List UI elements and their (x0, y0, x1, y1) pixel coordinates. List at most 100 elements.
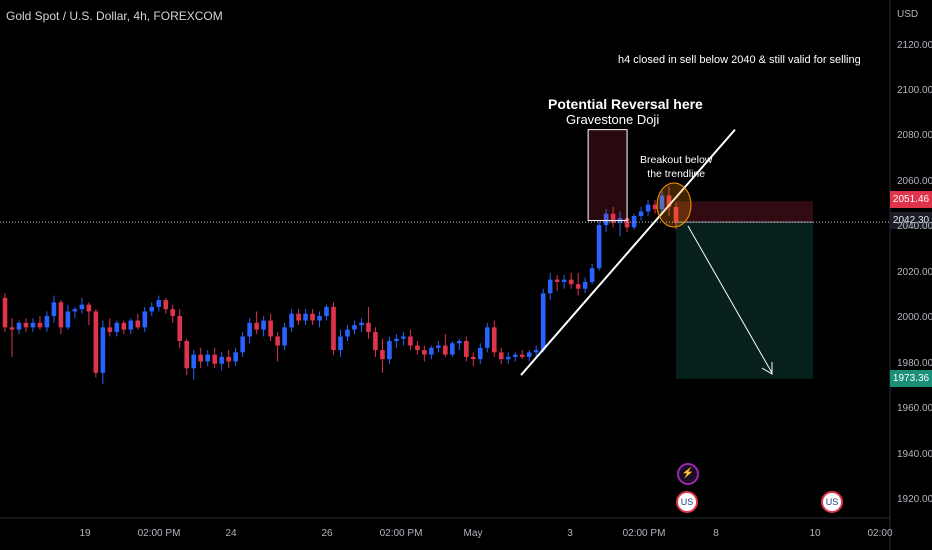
currency-label: USD (897, 9, 919, 20)
doji-highlight-box (587, 129, 628, 222)
price-tag-current: 2042.30 (890, 212, 932, 229)
y-tick-label: 1920.00 (897, 494, 932, 506)
candle-body (450, 343, 455, 355)
y-tick-label: 2060.00 (897, 175, 932, 187)
y-tick-label: 2120.00 (897, 39, 932, 51)
y-tick-label: 2000.00 (897, 312, 932, 324)
x-tick-label: 10 (809, 528, 821, 539)
candle-body (317, 316, 322, 321)
take-profit-zone (676, 222, 813, 379)
us-flag-icon[interactable]: US (821, 491, 843, 513)
candle-body (568, 279, 574, 285)
projection-arrow-line (687, 225, 773, 374)
y-tick-label: 2080.00 (897, 130, 932, 142)
breakout-circle (656, 182, 692, 228)
candle-body (23, 322, 29, 328)
y-tick-label: 1940.00 (897, 448, 932, 460)
candle-body (457, 341, 462, 344)
candle-body (107, 327, 113, 332)
candle-body (149, 306, 155, 312)
candle-body (135, 320, 141, 328)
x-tick-label: 3 (567, 528, 573, 539)
candle-body (484, 327, 490, 348)
us-flag-icon[interactable]: US (676, 491, 698, 513)
candle-body (387, 341, 392, 360)
candle-body (86, 304, 92, 312)
candle-body (631, 216, 637, 228)
candle-body (247, 322, 252, 337)
candle-body (268, 320, 273, 337)
y-tick-label: 2100.00 (897, 85, 932, 96)
candle-body (93, 311, 99, 373)
candle-body (408, 336, 413, 346)
candle-body (464, 341, 469, 357)
candle-body (359, 322, 364, 326)
candle-body (498, 352, 504, 360)
candle-body (2, 297, 8, 328)
candle-body (72, 309, 78, 312)
candle-body (547, 279, 553, 294)
candle-body (659, 195, 665, 210)
trendline (520, 128, 736, 376)
y-tick-label: 1980.00 (897, 357, 932, 369)
annotation-top-note[interactable]: h4 closed in sell below 2040 & still val… (618, 54, 861, 66)
candle-body (401, 336, 406, 339)
candle-body (233, 352, 238, 362)
annotation-breakout-line1: Breakout below (640, 154, 713, 166)
candle-body (624, 218, 630, 228)
candle-body (51, 302, 57, 316)
candle-body (429, 347, 434, 355)
candle-body (9, 327, 15, 330)
candle-body (380, 350, 385, 360)
candle-body (65, 311, 71, 328)
candle-body (128, 320, 134, 330)
chart-grid (0, 0, 891, 550)
candle-body (163, 300, 169, 310)
candle-body (212, 354, 217, 364)
candle-body (58, 302, 64, 328)
candle-body (282, 327, 287, 346)
candle-body (261, 320, 266, 330)
candle-body (100, 327, 106, 373)
candle-body (296, 313, 301, 321)
y-tick-label: 1960.00 (897, 403, 932, 415)
x-tick-label: 26 (321, 528, 333, 539)
annotation-doji[interactable]: Gravestone Doji (566, 112, 660, 127)
candlestick-series (2, 186, 679, 385)
event-bolt-icon[interactable]: ⚡ (677, 463, 699, 485)
candle-body (673, 206, 679, 223)
stop-loss-zone (676, 201, 813, 223)
candle-body (254, 322, 259, 330)
candle-body (79, 304, 85, 310)
candle-body (30, 322, 36, 328)
candle-body (170, 309, 176, 316)
x-tick-label: May (463, 528, 483, 539)
x-tick-label: 02:00 (867, 528, 893, 539)
candle-body (666, 195, 672, 207)
candle-body (142, 311, 148, 328)
candle-body (275, 336, 280, 346)
chart-title[interactable]: Gold Spot / U.S. Dollar, 4h, FOREXCOM (6, 9, 223, 23)
candle-body (554, 279, 560, 282)
candle-body (191, 354, 197, 369)
candle-body (226, 356, 231, 362)
candle-body (198, 354, 204, 362)
x-tick-label: 02:00 PM (137, 528, 181, 539)
y-tick-label: 2040.00 (897, 221, 932, 233)
candle-body (443, 345, 448, 355)
annotation-reversal[interactable]: Potential Reversal here (548, 96, 703, 112)
candle-body (491, 327, 497, 353)
candle-body (471, 356, 476, 360)
candle-body (652, 204, 658, 210)
annotation-breakout-line2: the trendline (647, 168, 706, 180)
candle-body (422, 350, 427, 355)
candle-body (512, 354, 518, 357)
candle-body (519, 354, 525, 357)
x-tick-label: 19 (79, 528, 91, 539)
annotation-breakout[interactable]: Breakout below the trendline (640, 153, 712, 181)
candle-body (338, 336, 343, 351)
candle-body (303, 313, 308, 321)
candle-body (121, 322, 127, 330)
candle-body (44, 316, 50, 328)
